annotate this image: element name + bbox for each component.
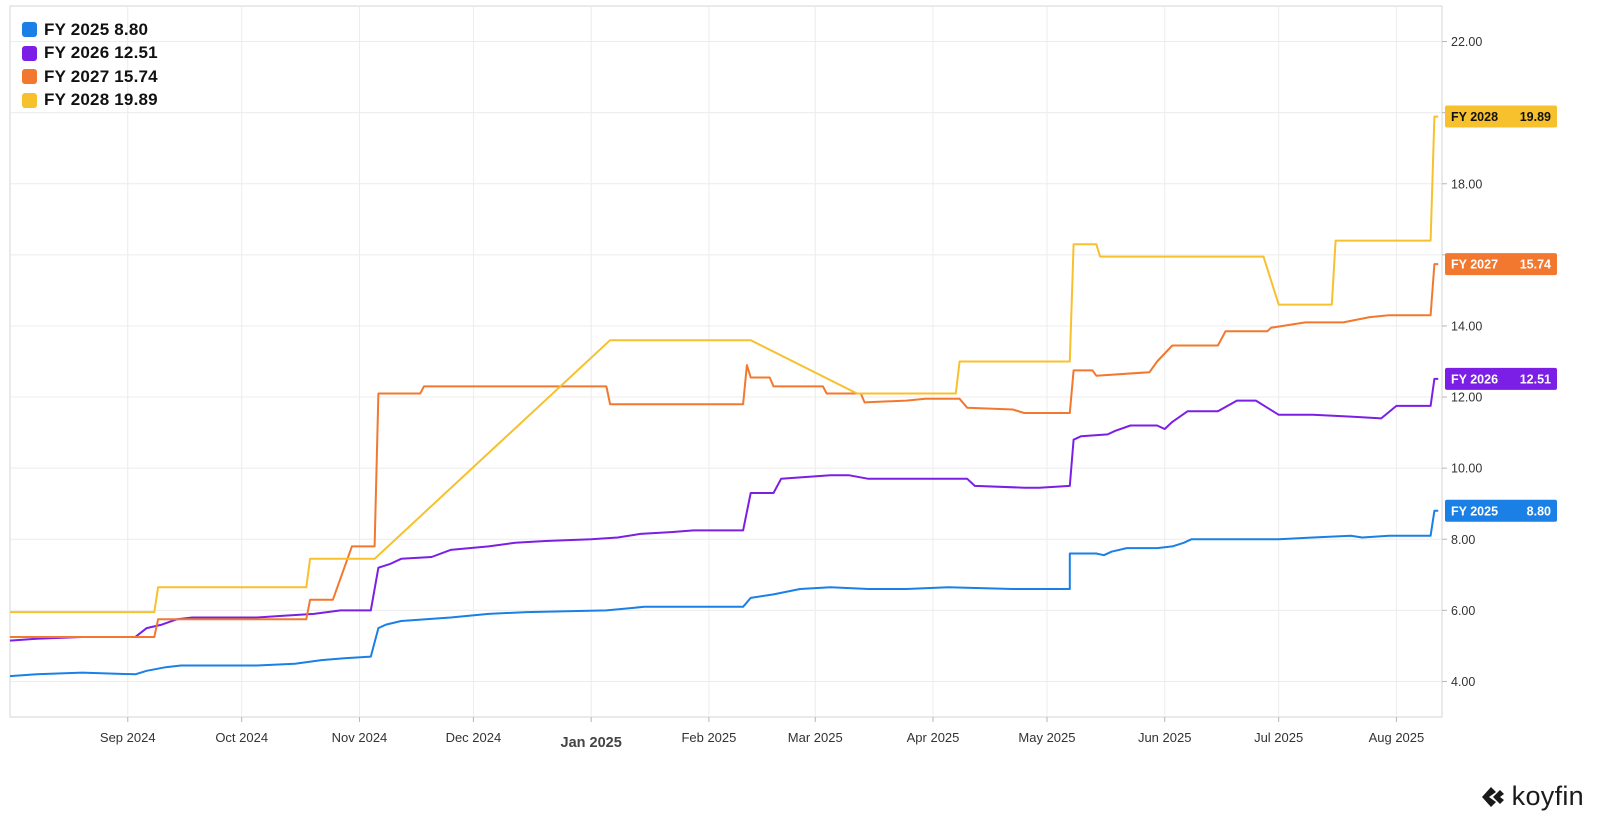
legend-series-value: 19.89 bbox=[114, 90, 158, 110]
y-tick-label: 8.00 bbox=[1451, 533, 1475, 547]
series-lines bbox=[9, 115, 1439, 678]
y-tick-label: 22.00 bbox=[1451, 35, 1482, 49]
badge-series-name: FY 2026 bbox=[1451, 372, 1498, 386]
badge-background bbox=[1445, 367, 1557, 390]
brand-name: koyfin bbox=[1511, 781, 1584, 811]
x-tick-label: Jun 2025 bbox=[1138, 730, 1192, 745]
last-value-badge-fy-2027: FY 2027 15.74 bbox=[1445, 253, 1557, 276]
legend: FY 2025 8.80 FY 2026 12.51 FY 2027 15.74 FY… bbox=[22, 18, 158, 112]
badge-value: 19.89 bbox=[1520, 110, 1551, 124]
legend-swatch bbox=[22, 69, 37, 85]
legend-item-fy-2028[interactable]: FY 2028 19.89 bbox=[22, 89, 158, 113]
y-tick-label: 10.00 bbox=[1451, 462, 1482, 476]
legend-item-fy-2027[interactable]: FY 2027 15.74 bbox=[22, 65, 158, 89]
badge-series-name: FY 2028 bbox=[1451, 110, 1498, 124]
legend-swatch bbox=[22, 22, 37, 38]
badge-value: 8.80 bbox=[1527, 504, 1551, 518]
legend-series-name: FY 2027 bbox=[44, 66, 115, 86]
legend-swatch bbox=[22, 92, 37, 108]
koyfin-logo-icon bbox=[1481, 786, 1504, 807]
x-tick-label: Dec 2024 bbox=[446, 730, 502, 745]
legend-series-name: FY 2025 bbox=[44, 19, 115, 39]
axes: 4.00 6.00 8.00 10.00 12.00 14.00 18.00 22.00 Sep… bbox=[100, 35, 1482, 751]
brand-logo: koyfin bbox=[1478, 781, 1584, 812]
badge-value: 15.74 bbox=[1520, 258, 1551, 272]
legend-swatch bbox=[22, 45, 37, 61]
x-tick-label: Aug 2025 bbox=[1369, 730, 1425, 745]
legend-series-name: FY 2028 bbox=[44, 90, 115, 110]
series-line-fy-2026 bbox=[9, 377, 1439, 642]
last-value-badge-fy-2026: FY 2026 12.51 bbox=[1445, 367, 1557, 390]
legend-item-fy-2026[interactable]: FY 2026 12.51 bbox=[22, 42, 158, 66]
y-tick-label: 18.00 bbox=[1451, 177, 1482, 191]
series-line-fy-2025 bbox=[9, 509, 1439, 678]
y-tick-label: 12.00 bbox=[1451, 391, 1482, 405]
x-tick-label: Nov 2024 bbox=[332, 730, 388, 745]
last-value-badge-fy-2028: FY 2028 19.89 bbox=[1445, 105, 1557, 128]
x-tick-label: Oct 2024 bbox=[215, 730, 268, 745]
x-tick-label: Feb 2025 bbox=[681, 730, 736, 745]
x-tick-label: Apr 2025 bbox=[907, 730, 960, 745]
badge-background bbox=[1445, 253, 1557, 276]
series-line-fy-2028 bbox=[10, 115, 1439, 614]
last-value-badge-fy-2025: FY 2025 8.80 bbox=[1445, 499, 1557, 522]
y-tick-label: 6.00 bbox=[1451, 604, 1475, 618]
badge-background bbox=[1445, 499, 1557, 522]
plot-frame bbox=[9, 5, 1443, 718]
legend-item-fy-2025[interactable]: FY 2025 8.80 bbox=[22, 18, 158, 42]
badge-series-name: FY 2027 bbox=[1451, 258, 1498, 272]
y-tick-label: 14.00 bbox=[1451, 319, 1482, 333]
series-line-fy-2027 bbox=[10, 263, 1439, 638]
y-tick-label: 4.00 bbox=[1451, 675, 1475, 689]
grid bbox=[9, 5, 1443, 718]
legend-series-name: FY 2026 bbox=[44, 43, 115, 63]
legend-series-value: 8.80 bbox=[114, 19, 149, 39]
legend-series-value: 12.51 bbox=[114, 43, 158, 63]
x-tick-label: Jan 2025 bbox=[561, 735, 622, 751]
x-tick-label: Sep 2024 bbox=[100, 730, 156, 745]
legend-series-value: 15.74 bbox=[114, 66, 158, 86]
x-tick-label: Mar 2025 bbox=[788, 730, 843, 745]
badge-background bbox=[1445, 105, 1557, 128]
x-tick-label: May 2025 bbox=[1018, 730, 1075, 745]
x-tick-label: Jul 2025 bbox=[1254, 730, 1303, 745]
badge-value: 12.51 bbox=[1520, 372, 1551, 386]
badge-series-name: FY 2025 bbox=[1451, 504, 1498, 518]
